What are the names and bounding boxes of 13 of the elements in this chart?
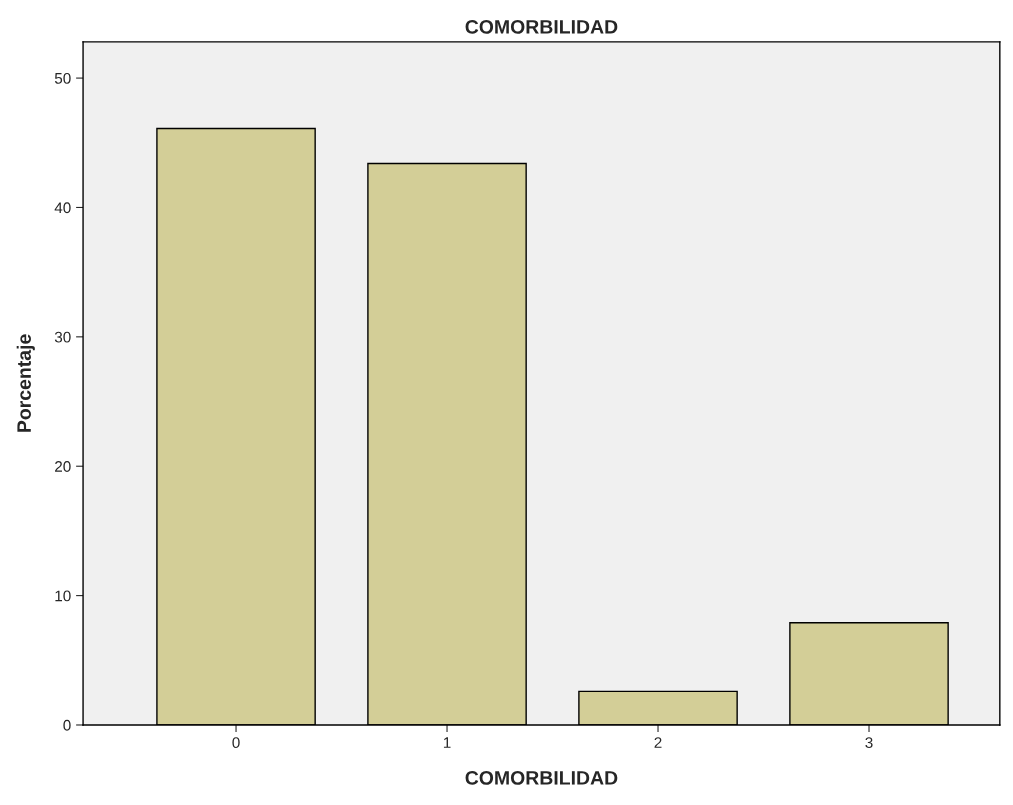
x-tick-label: 1 xyxy=(443,737,451,748)
chart-title: COMORBILIDAD xyxy=(465,19,618,34)
x-tick-label: 2 xyxy=(654,737,662,748)
y-tick-label: 10 xyxy=(55,590,71,602)
x-tick-label: 3 xyxy=(865,737,873,749)
y-tick-label: 20 xyxy=(55,461,71,472)
y-tick-label: 40 xyxy=(54,202,71,214)
y-tick-label: 0 xyxy=(63,719,71,731)
y-tick-label: 50 xyxy=(54,72,71,84)
y-axis-title: Porcentaje xyxy=(16,334,35,432)
x-tick-label: 0 xyxy=(232,737,240,749)
x-axis-title: COMORBILIDAD xyxy=(465,770,618,785)
y-tick-label: 30 xyxy=(54,331,71,343)
